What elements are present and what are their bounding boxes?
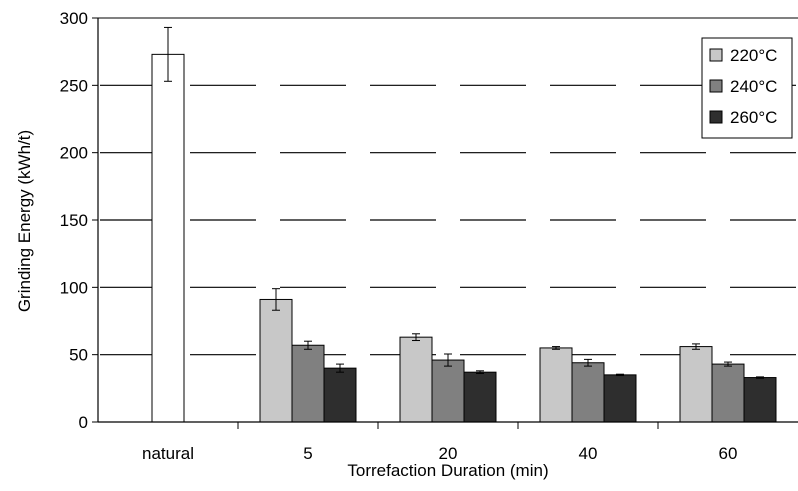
bar-260C-20 — [463, 371, 497, 423]
bar-240C-40 — [571, 362, 605, 423]
axes — [92, 17, 798, 429]
y-tick-labels: 0 50 100 150 200 250 300 — [60, 9, 88, 432]
bar-260C-60 — [743, 377, 777, 423]
errorbar-240C-20 — [444, 353, 452, 367]
bar-220C-20 — [399, 336, 433, 423]
legend-label-240C: 240°C — [730, 77, 777, 96]
bar-220C-60 — [679, 346, 713, 423]
legend-label-220C: 220°C — [730, 46, 777, 65]
bar-240C-60 — [711, 363, 745, 423]
errorbar-220C-40 — [552, 346, 560, 350]
bar-260C-40 — [603, 374, 637, 423]
errorbar-260C-20 — [476, 370, 484, 375]
bar-260C-5 — [323, 367, 357, 423]
x-axis-title: Torrefaction Duration (min) — [347, 461, 548, 480]
bars — [151, 26, 777, 423]
y-tick-label-150: 150 — [60, 211, 88, 230]
errorbar-220C-20 — [412, 333, 420, 342]
bar-natural — [151, 53, 185, 423]
x-tick-label-20: 20 — [439, 444, 458, 463]
errorbar-260C-60 — [756, 376, 764, 379]
x-tick-label-natural: natural — [142, 444, 194, 463]
errorbar-240C-60 — [724, 361, 732, 367]
gridlines — [98, 17, 798, 356]
legend: 220°C 240°C 260°C — [701, 37, 793, 139]
legend-swatch-260C — [709, 110, 723, 124]
legend-label-260C: 260°C — [730, 108, 777, 127]
x-tick-label-40: 40 — [579, 444, 598, 463]
y-tick-label-100: 100 — [60, 278, 88, 297]
x-tick-labels: natural 5 20 40 60 — [142, 444, 737, 463]
x-tick-label-5: 5 — [303, 444, 312, 463]
y-tick-label-50: 50 — [69, 346, 88, 365]
errorbar-240C-40 — [584, 358, 592, 367]
x-tick-label-60: 60 — [719, 444, 738, 463]
bar-220C-5 — [259, 298, 293, 423]
y-tick-label-250: 250 — [60, 76, 88, 95]
y-tick-label-200: 200 — [60, 144, 88, 163]
y-axis-title: Grinding Energy (kWh/t) — [15, 130, 34, 312]
errorbar-240C-5 — [304, 340, 312, 350]
errorbar-220C-5 — [272, 288, 280, 311]
bar-240C-20 — [431, 359, 465, 423]
errorbar-260C-5 — [336, 363, 344, 373]
y-tick-label-0: 0 — [79, 413, 88, 432]
y-tick-label-300: 300 — [60, 9, 88, 28]
errorbar-260C-40 — [616, 373, 624, 377]
errorbar-220C-60 — [692, 343, 700, 350]
bar-220C-40 — [539, 347, 573, 423]
legend-swatch-220C — [709, 48, 723, 62]
bar-240C-5 — [291, 344, 325, 423]
legend-swatch-240C — [709, 79, 723, 93]
errorbar-natural — [164, 26, 172, 82]
